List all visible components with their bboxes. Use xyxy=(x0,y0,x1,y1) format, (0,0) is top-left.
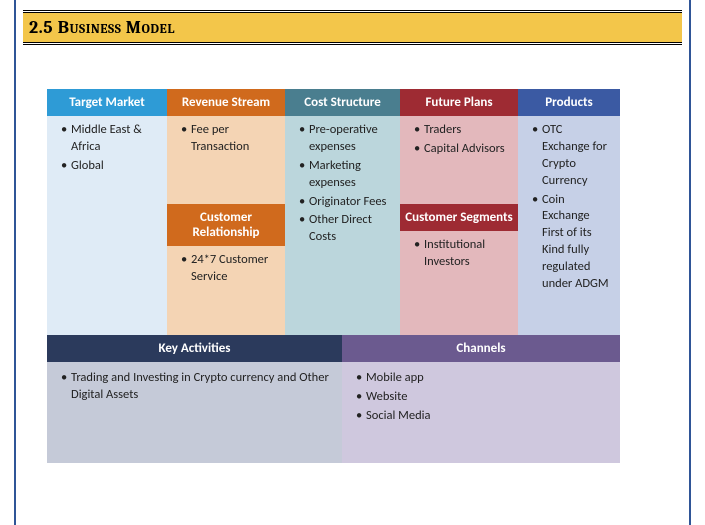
list-item: OTC Exchange for Crypto Currency xyxy=(532,122,612,190)
list-item: Fee per Transaction xyxy=(181,122,277,156)
body-products: OTC Exchange for Crypto CurrencyCoin Exc… xyxy=(518,116,620,335)
list-item: 24*7 Customer Service xyxy=(181,252,277,286)
body-revenue_stream: Fee per Transaction xyxy=(167,116,285,204)
header-future_plans: Future Plans xyxy=(400,89,518,116)
col-cost_structure: Cost StructurePre-operative expensesMark… xyxy=(285,89,400,335)
body-target_market: Middle East & Africa Global xyxy=(47,116,167,335)
header-cost_structure: Cost Structure xyxy=(285,89,400,116)
col-future_plans: Future Plans Traders Capital Advisors Custo… xyxy=(400,89,518,335)
col-key_activities: Key Activities Trading and Investing in C… xyxy=(47,335,342,463)
list-item: Traders xyxy=(414,122,510,139)
header-products: Products xyxy=(518,89,620,116)
body-future_plans: Traders Capital Advisors xyxy=(400,116,518,204)
body-cost_structure: Pre-operative expensesMarketing expenses… xyxy=(285,116,400,335)
col-target_market: Target Market Middle East & Africa Global xyxy=(47,89,167,335)
list-item: Mobile app xyxy=(356,370,612,387)
header-revenue_stream: Revenue Stream xyxy=(167,89,285,116)
header-future_plans-sub: Customer Segments xyxy=(400,204,518,231)
list-item: Global xyxy=(61,158,159,175)
body-revenue_stream-sub: 24*7 Customer Service xyxy=(167,246,285,335)
page-inner: 2.5 Business Model Target MarketMiddle E… xyxy=(14,0,691,525)
header-key_activities: Key Activities xyxy=(47,335,342,362)
list-item: Middle East & Africa xyxy=(61,122,159,156)
list-item: Trading and Investing in Crypto currency… xyxy=(61,370,334,404)
section-title-bar: 2.5 Business Model xyxy=(23,13,682,42)
list-item: Institutional Investors xyxy=(414,237,510,271)
list-item: Pre-operative expenses xyxy=(299,122,392,156)
col-products: ProductsOTC Exchange for Crypto Currency… xyxy=(518,89,620,335)
list-item: Capital Advisors xyxy=(414,141,510,158)
canvas-top-row: Target Market Middle East & Africa Global R… xyxy=(47,89,620,335)
list-item: Coin Exchange First of its Kind fully re… xyxy=(532,192,612,293)
header-revenue_stream-sub: Customer Relationship xyxy=(167,204,285,246)
list-item: Social Media xyxy=(356,408,612,425)
section-header: 2.5 Business Model xyxy=(23,10,682,45)
header-target_market: Target Market xyxy=(47,89,167,116)
col-channels: Channels Mobile app Website Social Media xyxy=(342,335,620,463)
list-item: Originator Fees xyxy=(299,194,392,211)
list-item: Website xyxy=(356,389,612,406)
body-key_activities: Trading and Investing in Crypto currency… xyxy=(47,362,342,463)
list-item: Marketing expenses xyxy=(299,158,392,192)
canvas-bottom-row: Key Activities Trading and Investing in C… xyxy=(47,335,620,463)
section-title: Business Model xyxy=(58,17,175,38)
business-model-canvas: Target Market Middle East & Africa Global R… xyxy=(47,89,620,463)
col-revenue_stream: Revenue Stream Fee per Transaction Custome… xyxy=(167,89,285,335)
list-item: Other Direct Costs xyxy=(299,212,392,246)
section-number: 2.5 xyxy=(29,17,53,38)
body-channels: Mobile app Website Social Media xyxy=(342,362,620,463)
body-future_plans-sub: Institutional Investors xyxy=(400,231,518,335)
header-channels: Channels xyxy=(342,335,620,362)
